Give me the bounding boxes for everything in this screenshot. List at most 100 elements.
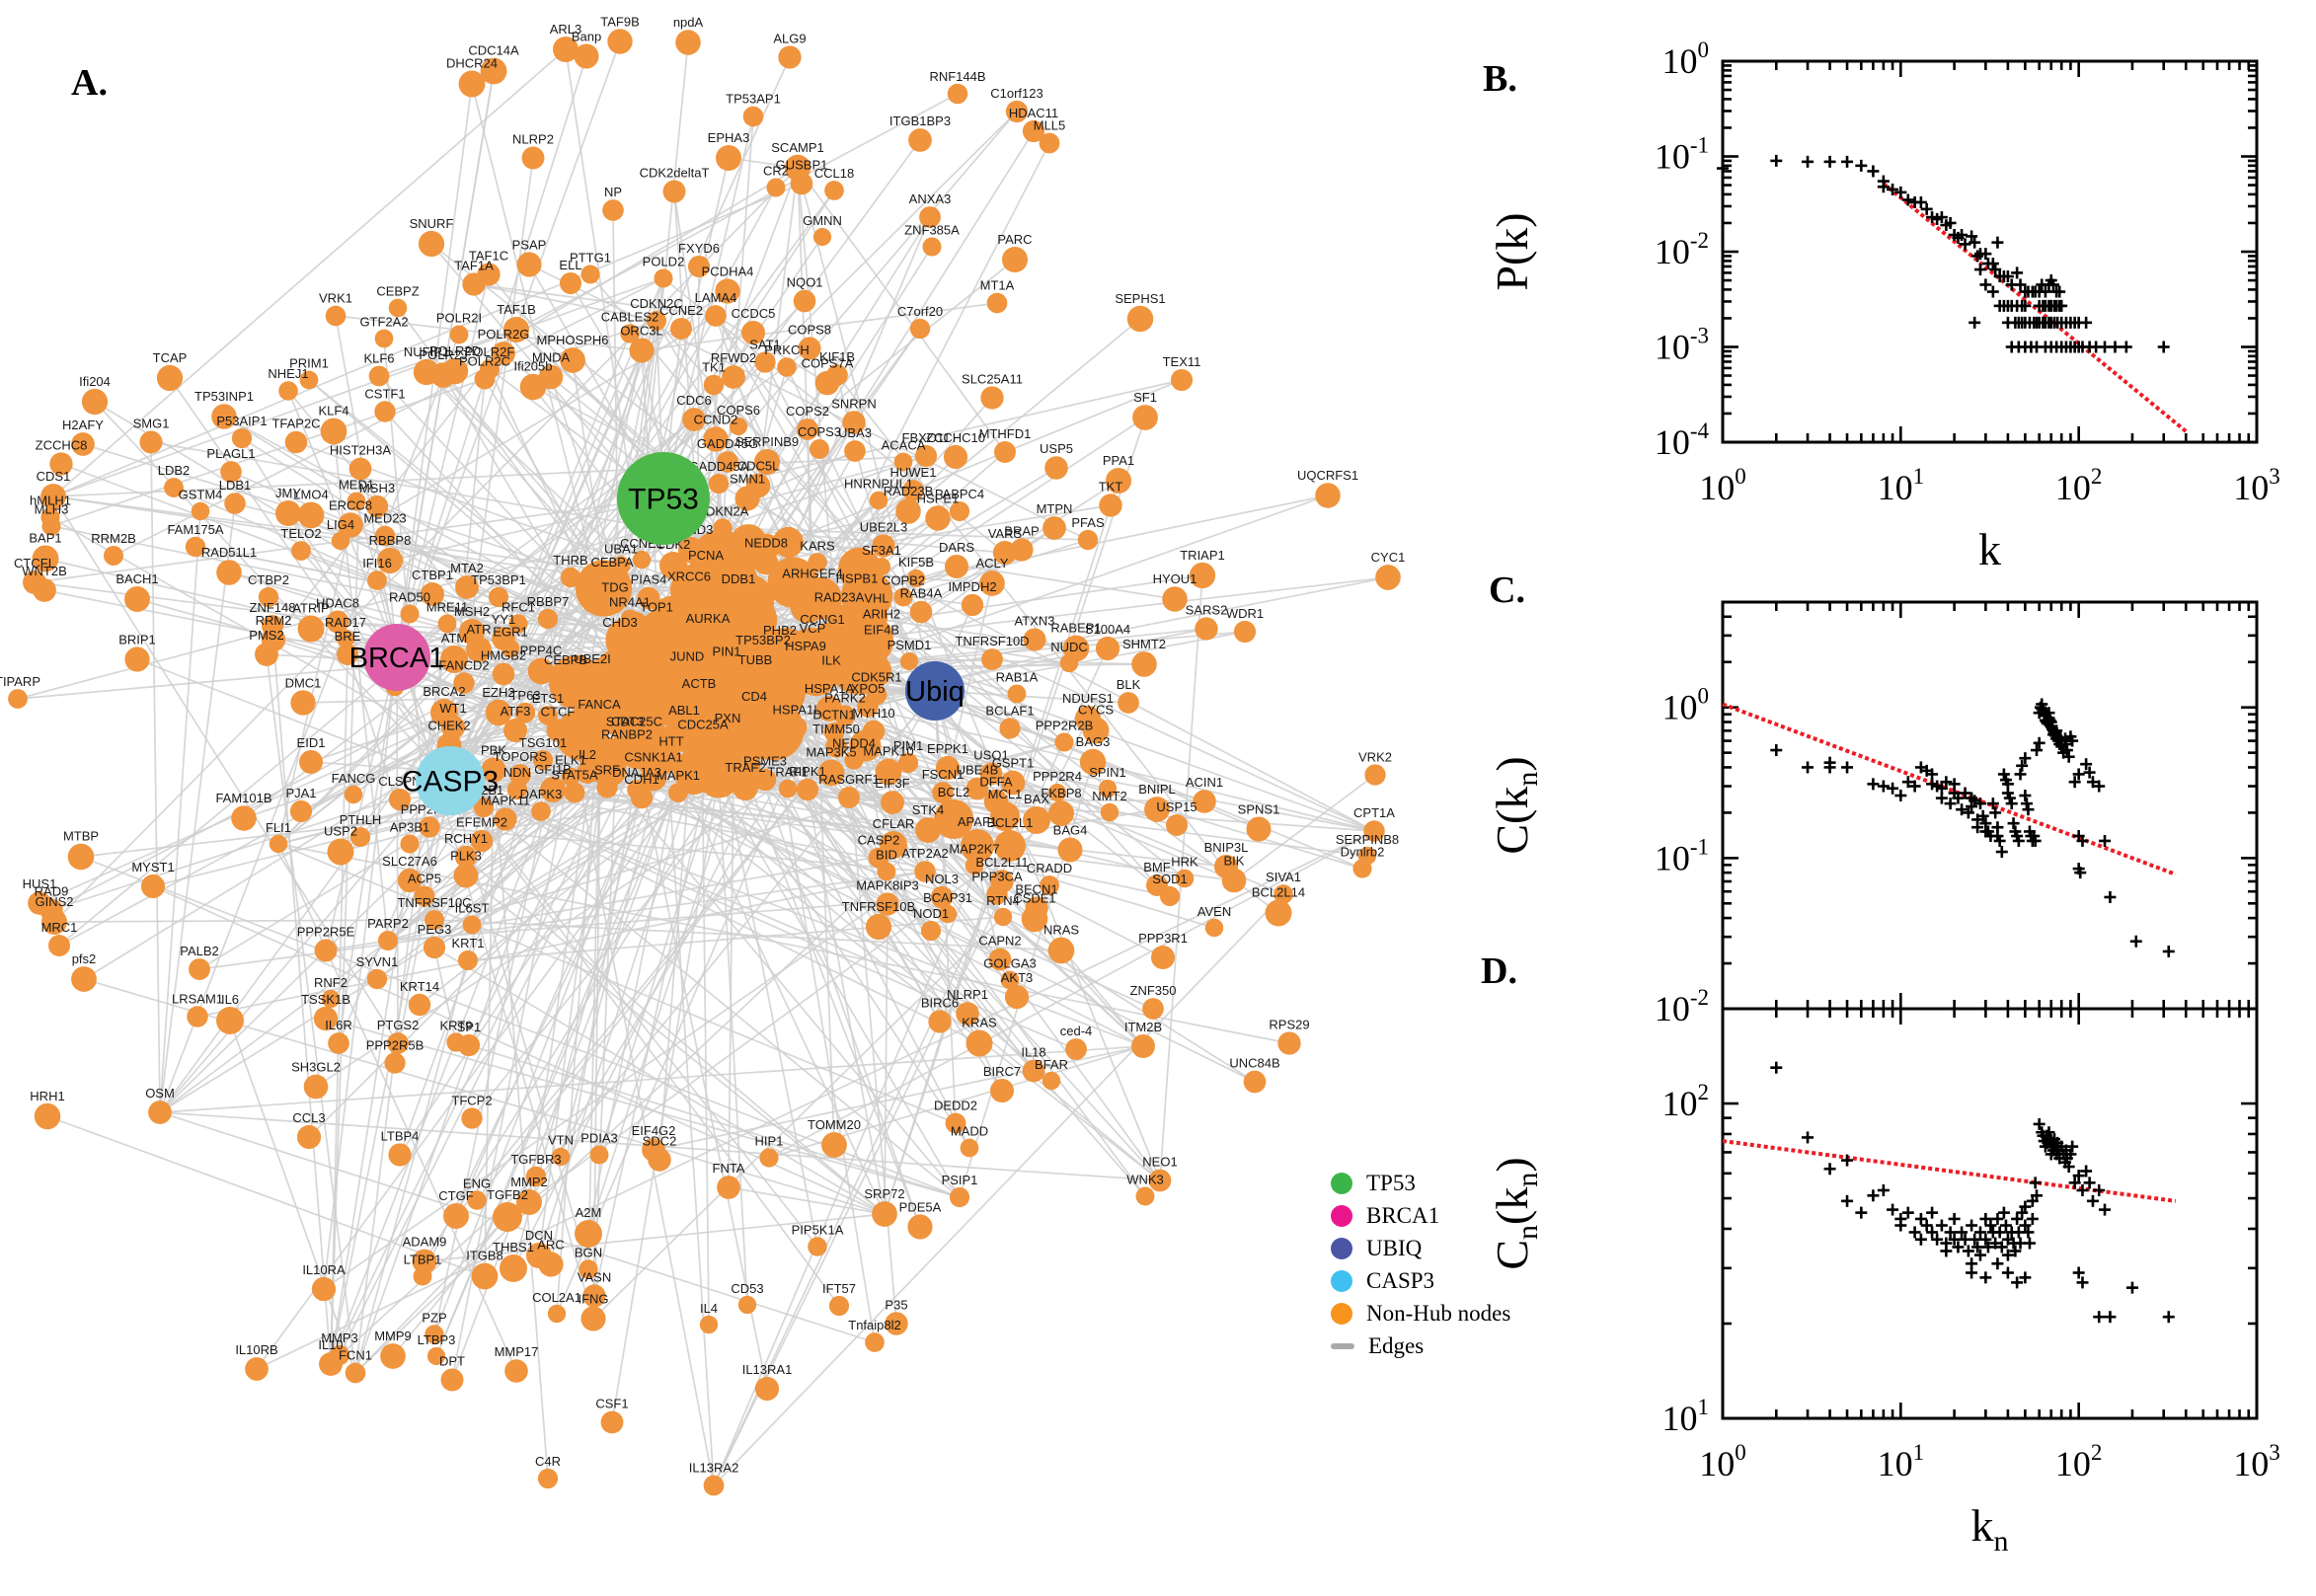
network-node xyxy=(33,578,56,602)
legend-item-tp53: TP53 xyxy=(1331,1167,1558,1199)
legend-item-ubiq: UBIQ xyxy=(1331,1232,1558,1264)
network-node-label: SPIN1 xyxy=(1089,765,1126,780)
network-node-label: ATP2A2 xyxy=(901,846,948,861)
network-node-label: THRB xyxy=(553,553,587,568)
panel-b-label: B. xyxy=(1483,57,1517,101)
network-node-label: Banp xyxy=(572,29,601,43)
network-node-label: PSME3 xyxy=(743,754,787,769)
network-node xyxy=(312,1277,336,1301)
network-node-label: DMC1 xyxy=(285,675,322,690)
network-node xyxy=(922,237,941,256)
network-node xyxy=(759,1148,778,1167)
network-node xyxy=(778,45,801,68)
network-node-label: BACH1 xyxy=(116,571,158,586)
network-node xyxy=(68,844,95,871)
network-node-label: UBE2L3 xyxy=(860,519,907,534)
network-node-label: TOP1 xyxy=(640,599,673,614)
network-node-label: BGN xyxy=(575,1245,602,1259)
network-node-label: MMP17 xyxy=(495,1344,539,1359)
network-node-label: SMN1 xyxy=(730,471,765,486)
network-node-label: RBBP8 xyxy=(369,533,412,548)
network-node-label: FANCG xyxy=(332,771,376,786)
network-node xyxy=(1010,538,1033,561)
network-node-label: COPS8 xyxy=(788,322,831,337)
network-node-label: CCL3 xyxy=(292,1110,325,1125)
network-node xyxy=(980,386,1003,409)
network-node-label: S100A4 xyxy=(1085,622,1130,637)
network-node-label: WDR1 xyxy=(1226,606,1264,621)
network-node xyxy=(419,231,444,257)
network-node-label: ACLY xyxy=(976,556,1009,570)
network-node xyxy=(504,1359,528,1383)
network-node-label: ABL1 xyxy=(668,703,700,718)
network-node xyxy=(791,173,813,195)
network-node xyxy=(1364,764,1385,785)
network-node-label: SF1 xyxy=(1133,390,1157,405)
network-node xyxy=(602,199,624,221)
network-node-label: IFNG xyxy=(578,1291,608,1306)
network-node-label: CPT1A xyxy=(1353,805,1395,820)
network-node xyxy=(580,1306,605,1330)
network-node-label: PLK3 xyxy=(450,849,482,864)
network-node-label: ZNF350 xyxy=(1130,983,1177,998)
network-node-label: ATR xyxy=(466,622,491,637)
network-node xyxy=(910,319,930,339)
network-node xyxy=(409,994,430,1016)
network-node-label: KARS xyxy=(800,538,835,553)
network-node xyxy=(961,1139,979,1158)
network-node-label: LRSAM1 xyxy=(172,991,223,1006)
network-node-label: CCND2 xyxy=(694,412,738,426)
network-node xyxy=(345,786,362,803)
network-node-label: RRM2 xyxy=(256,613,292,628)
network-node-label: RAD17 xyxy=(325,615,366,630)
network-node-label: PDE5A xyxy=(899,1199,942,1214)
legend-label: TP53 xyxy=(1366,1171,1416,1196)
network-node xyxy=(297,1125,321,1149)
network-node xyxy=(678,584,701,607)
network-node-label: NMT2 xyxy=(1092,789,1126,803)
network-node-label: COPS3 xyxy=(798,424,841,439)
network-node-label: USP5 xyxy=(1040,441,1073,456)
network-node-label: NUDC xyxy=(1050,640,1088,654)
network-node-label: ORC3L xyxy=(620,323,662,338)
network-node xyxy=(910,601,933,624)
network-node-label: TAF1B xyxy=(497,302,536,317)
network-node xyxy=(945,555,968,578)
network-node-label: ACACA xyxy=(882,438,926,453)
node-swatch-icon xyxy=(1331,1270,1352,1292)
network-node-label: COPS7A xyxy=(802,356,854,371)
network-node xyxy=(124,646,149,671)
network-node-label: VHL xyxy=(864,591,888,606)
network-node xyxy=(1375,565,1401,590)
network-node-label: BAG4 xyxy=(1053,822,1088,837)
tick-label: 101 xyxy=(1878,464,1925,507)
network-node-label: TUBB xyxy=(738,652,773,667)
network-node xyxy=(1057,837,1082,862)
network-node-label: TP53BP2 xyxy=(735,633,791,647)
network-node-label: ARIH2 xyxy=(863,607,900,622)
network-node xyxy=(948,84,967,104)
network-node xyxy=(716,145,741,171)
network-node-label: TGFBR3 xyxy=(510,1152,561,1167)
network-node-label: SEPHS1 xyxy=(1115,291,1165,306)
network-node-label: LMO4 xyxy=(293,488,328,502)
network-node xyxy=(380,1343,406,1369)
network-node-label: MTPN xyxy=(1037,501,1073,516)
network-node-label: CEBPA xyxy=(590,555,633,570)
network-node-label: IL10RB xyxy=(235,1342,277,1357)
network-node xyxy=(232,428,252,448)
network-node-label: MT1A xyxy=(980,278,1015,293)
network-node xyxy=(400,834,419,853)
network-node-label: HRH1 xyxy=(30,1089,64,1103)
network-node xyxy=(1266,900,1292,927)
network-node xyxy=(966,1030,993,1057)
fit-line xyxy=(1723,1141,2176,1201)
network-node-label: AP3B1 xyxy=(390,819,429,834)
network-node-label: AVEN xyxy=(1197,904,1231,919)
network-node xyxy=(374,401,395,421)
network-node xyxy=(367,969,387,989)
network-node xyxy=(829,1296,849,1316)
network-node-label: MLH3 xyxy=(35,501,69,516)
